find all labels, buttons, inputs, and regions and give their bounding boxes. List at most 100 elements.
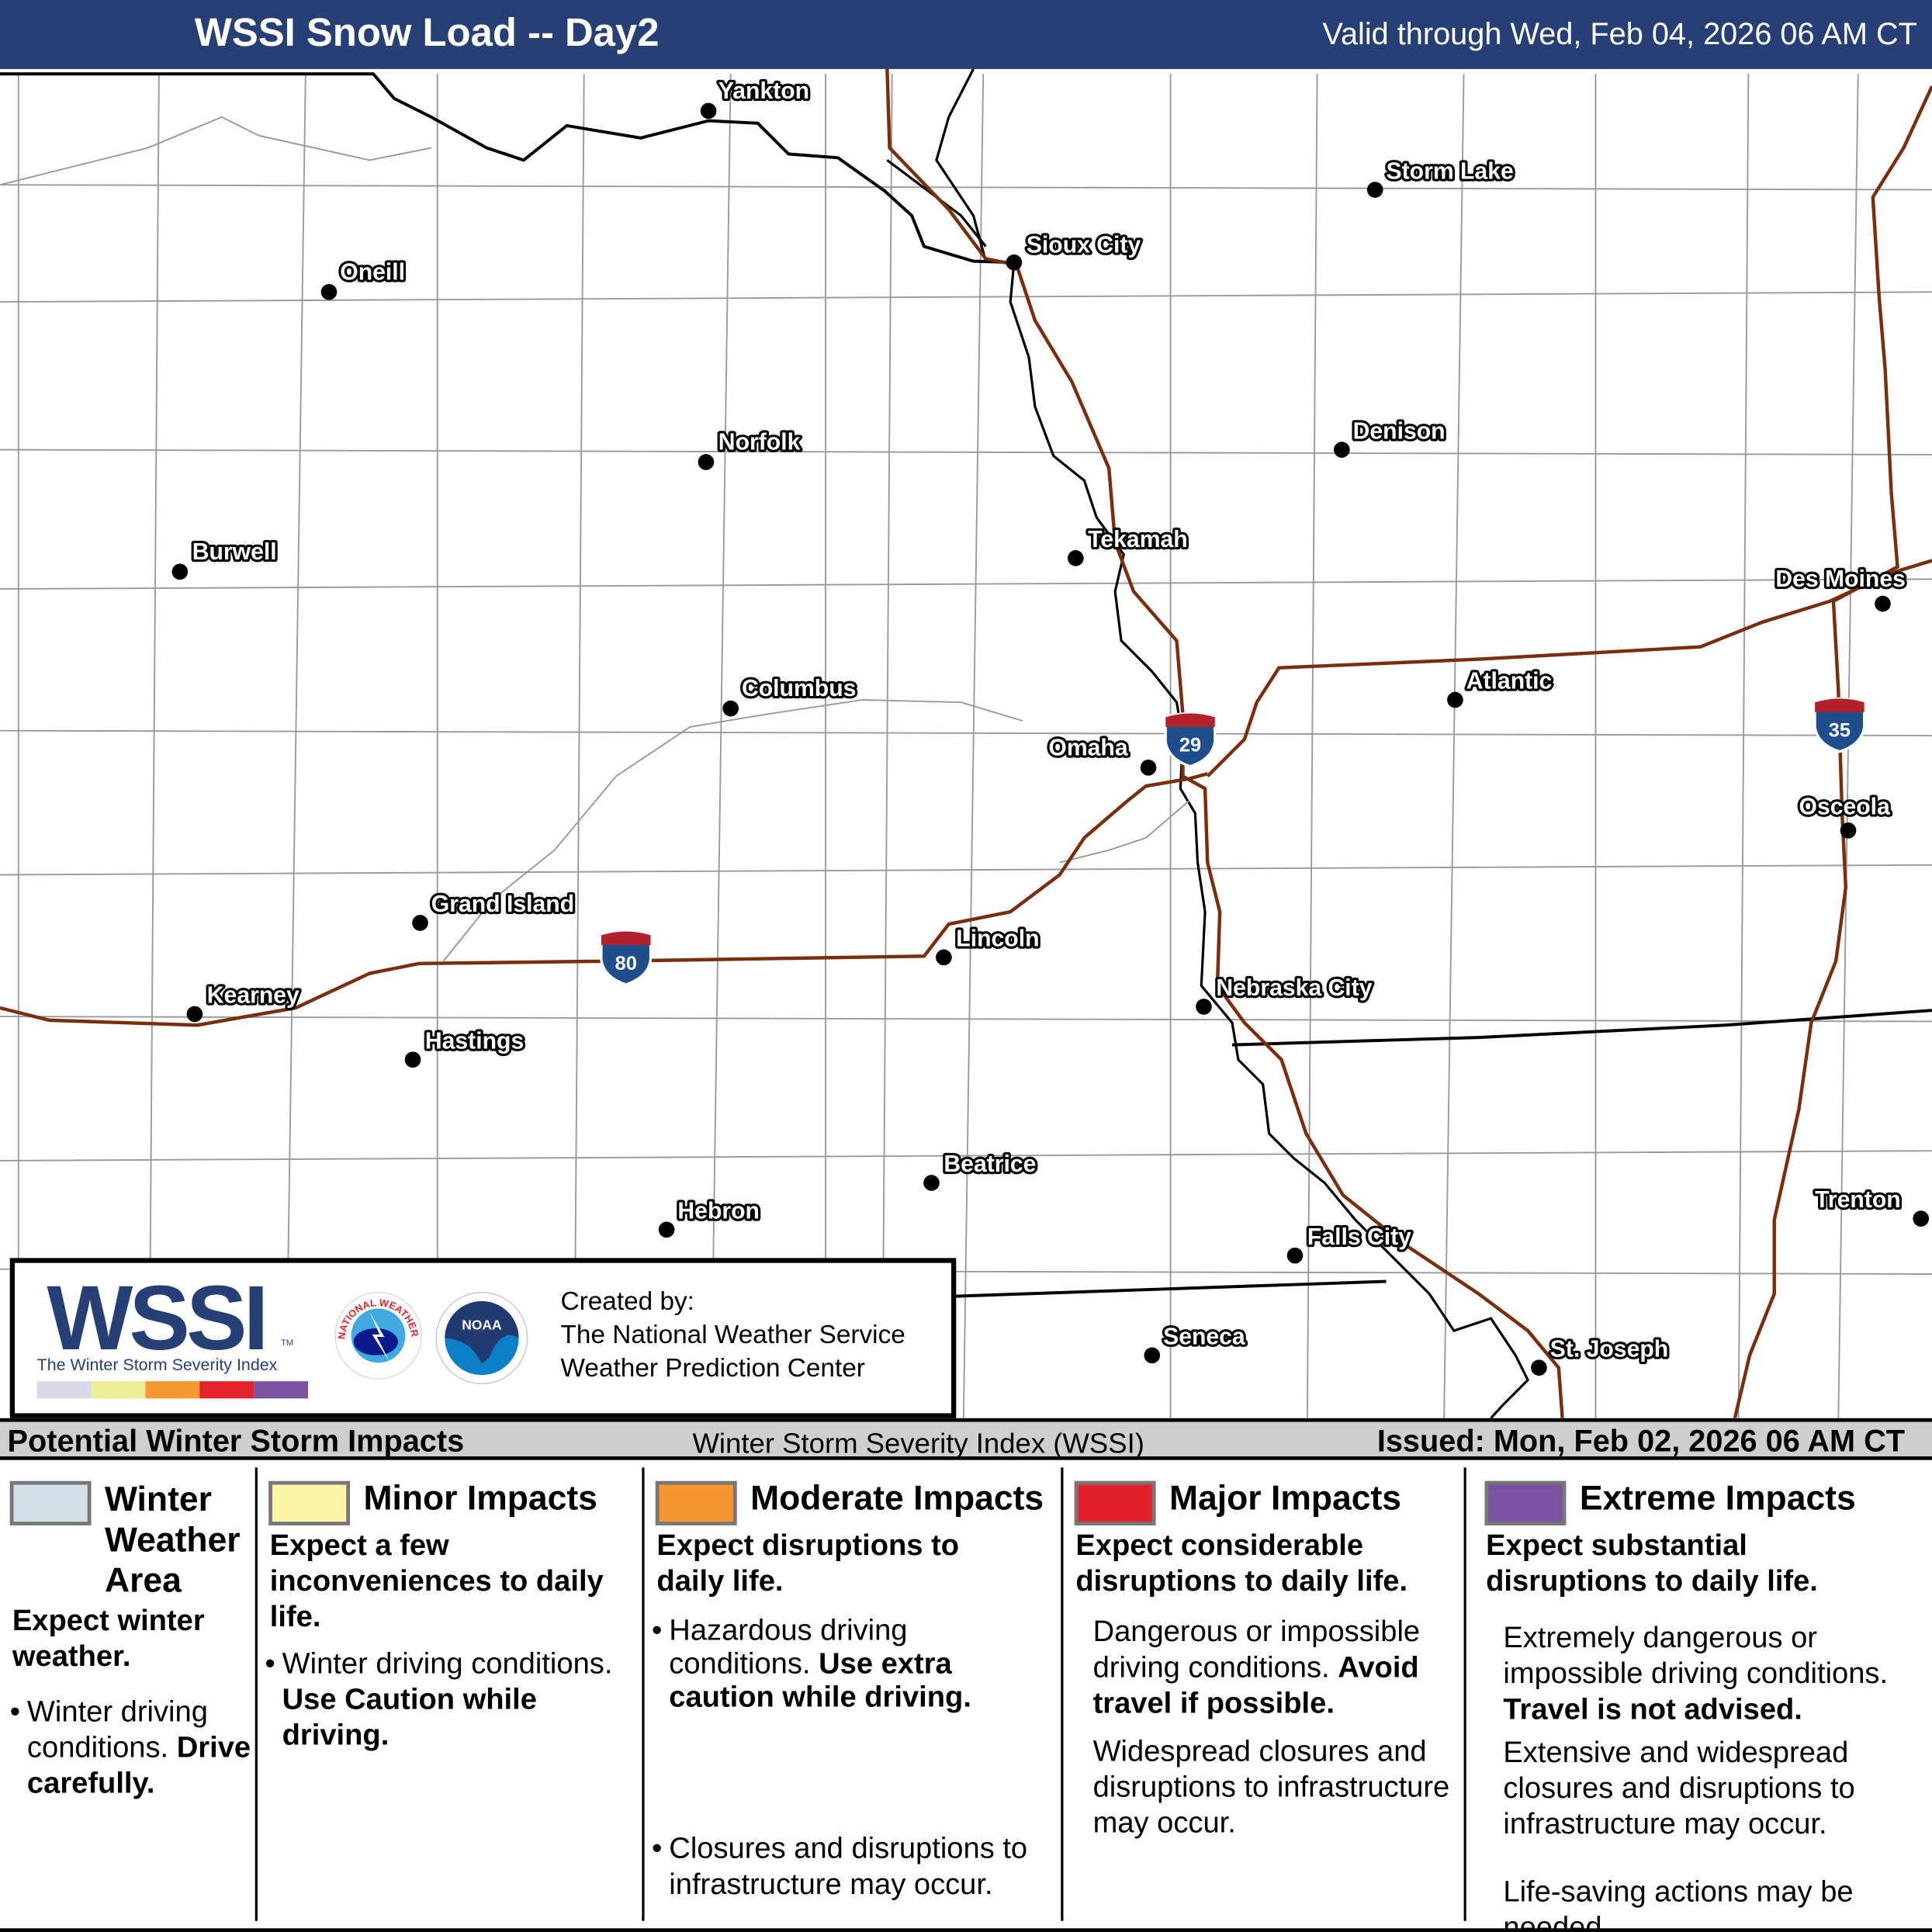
impact-legend: Winter Weather Area Expect winter weathe…: [0, 1459, 1932, 1932]
category-headline: Expect considerable disruptions to daily…: [1075, 1529, 1408, 1598]
category-detail: Closures and disruptions to infrastructu…: [652, 1831, 1051, 1903]
category-detail: Winter driving conditions. Drive careful…: [10, 1695, 261, 1802]
city-label: Hastings: [425, 1028, 524, 1054]
city-dot: [722, 700, 739, 717]
city-dot: [1196, 999, 1212, 1015]
city-label: Norfolk: [718, 430, 801, 455]
county-line: [0, 291, 1932, 303]
wssi-colorbar: [36, 1381, 309, 1399]
city-label: Burwell: [192, 539, 277, 565]
rivers: [886, 68, 1530, 1418]
interstate-shield-icon: 80: [600, 930, 653, 986]
city-label: Storm Lake: [1387, 158, 1514, 184]
category-title: Major Impacts: [1169, 1478, 1402, 1517]
credits-text: Created by: The National Weather Service…: [561, 1285, 905, 1385]
interstate-number: 29: [1179, 735, 1201, 757]
colorbar-swatch: [199, 1381, 254, 1399]
legend-col-major: Major Impacts Expect considerable disrup…: [1061, 1467, 1463, 1921]
city: Atlantic: [1447, 667, 1555, 708]
interstate-number: 35: [1829, 720, 1851, 742]
noaa-logo-icon: NOAA: [435, 1292, 528, 1385]
city: Tekamah: [1068, 525, 1190, 566]
credit-org-wpc: Weather Prediction Center: [560, 1354, 865, 1383]
city: Sioux City: [1006, 230, 1144, 271]
legend-title: Potential Winter Storm Impacts: [7, 1424, 465, 1459]
category-title: Extreme Impacts: [1579, 1478, 1856, 1517]
map-title: WSSI Snow Load -- Day2: [194, 9, 660, 54]
created-by-label: Created by:: [560, 1287, 694, 1316]
city: Columbus: [722, 673, 859, 717]
city: Seneca: [1144, 1321, 1248, 1364]
city: Storm Lake: [1366, 156, 1516, 198]
city-dot: [923, 1175, 940, 1191]
city-label: Yankton: [718, 78, 809, 104]
city: Falls City: [1286, 1222, 1414, 1264]
tributary-lines: [0, 116, 1190, 962]
swatch-winter-weather: [9, 1480, 92, 1525]
map-area: Yankton Storm Lake Sioux City Oneill Norfolk…: [0, 68, 1932, 1418]
city-label: Omaha: [1048, 735, 1127, 760]
interstate-number: 80: [615, 953, 637, 975]
city-dot: [1334, 441, 1350, 458]
county-line: [1443, 74, 1465, 1418]
swatch-moderate: [655, 1480, 737, 1525]
legend-col-moderate: Moderate Impacts Expect disruptions to d…: [642, 1467, 1061, 1921]
city-dot: [700, 102, 717, 119]
city-dot: [1144, 1347, 1161, 1364]
city-dot: [320, 284, 338, 300]
city: Hastings: [404, 1026, 526, 1068]
county-line: [962, 74, 985, 1418]
city: Grand Island: [412, 889, 576, 931]
city-dot: [1913, 1210, 1930, 1227]
city: Lincoln: [936, 923, 1042, 966]
county-line: [573, 74, 585, 1418]
city-label: St. Joseph: [1550, 1336, 1669, 1362]
category-headline: Expect a few inconveniences to daily lif…: [269, 1529, 604, 1634]
category-detail: Widespread closures and disruptions to i…: [1092, 1734, 1450, 1840]
city-label: Atlantic: [1466, 669, 1553, 694]
city-label: Osceola: [1799, 795, 1890, 820]
credits-box: WSSI TM The Winter Storm Severity Index …: [9, 1258, 957, 1418]
category-title: Minor Impacts: [363, 1478, 597, 1517]
legend-col-minor: Minor Impacts Expect a few inconvenience…: [254, 1467, 642, 1921]
valid-time: Valid through Wed, Feb 04, 2026 06 AM CT: [1322, 17, 1917, 52]
city-label: Falls City: [1307, 1224, 1411, 1250]
city-dot: [171, 563, 189, 580]
county-line: [0, 864, 1932, 876]
city: Kearney: [186, 980, 302, 1023]
city-label: Hebron: [677, 1199, 760, 1224]
county-line: [0, 1016, 1932, 1023]
county-line: [285, 74, 306, 1418]
city-dot: [1875, 595, 1891, 612]
county-line: [148, 74, 160, 1418]
interstate-shield-icon: 29: [1164, 712, 1217, 768]
category-detail: Hazardous driving conditions. Use extra …: [652, 1614, 1051, 1714]
category-headline: Expect disruptions to daily life.: [656, 1529, 960, 1598]
city-label: Oneill: [340, 259, 405, 285]
city: Trenton: [1813, 1185, 1930, 1227]
county-line: [0, 184, 1932, 191]
city-dot: [186, 1006, 203, 1023]
state-boundaries: [0, 72, 1932, 1298]
city-dot: [1286, 1247, 1304, 1264]
colorbar-swatch: [254, 1381, 309, 1399]
category-detail: Dangerous or impossible driving conditio…: [1092, 1615, 1421, 1720]
city-dot: [936, 949, 952, 966]
city-label: Columbus: [742, 676, 856, 701]
city: Omaha: [1046, 732, 1157, 776]
city: Des Moines: [1773, 564, 1908, 612]
issued-time: Issued: Mon, Feb 02, 2026 06 AM CT: [1376, 1424, 1906, 1459]
swatch-minor: [268, 1480, 350, 1525]
city-dot: [1840, 822, 1857, 839]
city: Beatrice: [923, 1149, 1039, 1191]
county-line: [0, 1150, 1932, 1162]
city-label: Seneca: [1163, 1324, 1245, 1350]
legend-index-name: Winter Storm Severity Index (WSSI): [692, 1426, 1144, 1459]
city-label: Des Moines: [1775, 566, 1906, 592]
wssi-logo: WSSI: [47, 1266, 268, 1369]
city-label: Nebraska City: [1216, 975, 1372, 1001]
swatch-extreme: [1484, 1480, 1567, 1525]
city-dot: [1006, 254, 1023, 271]
category-detail: Extensive and widespread closures and di…: [1503, 1736, 1855, 1841]
